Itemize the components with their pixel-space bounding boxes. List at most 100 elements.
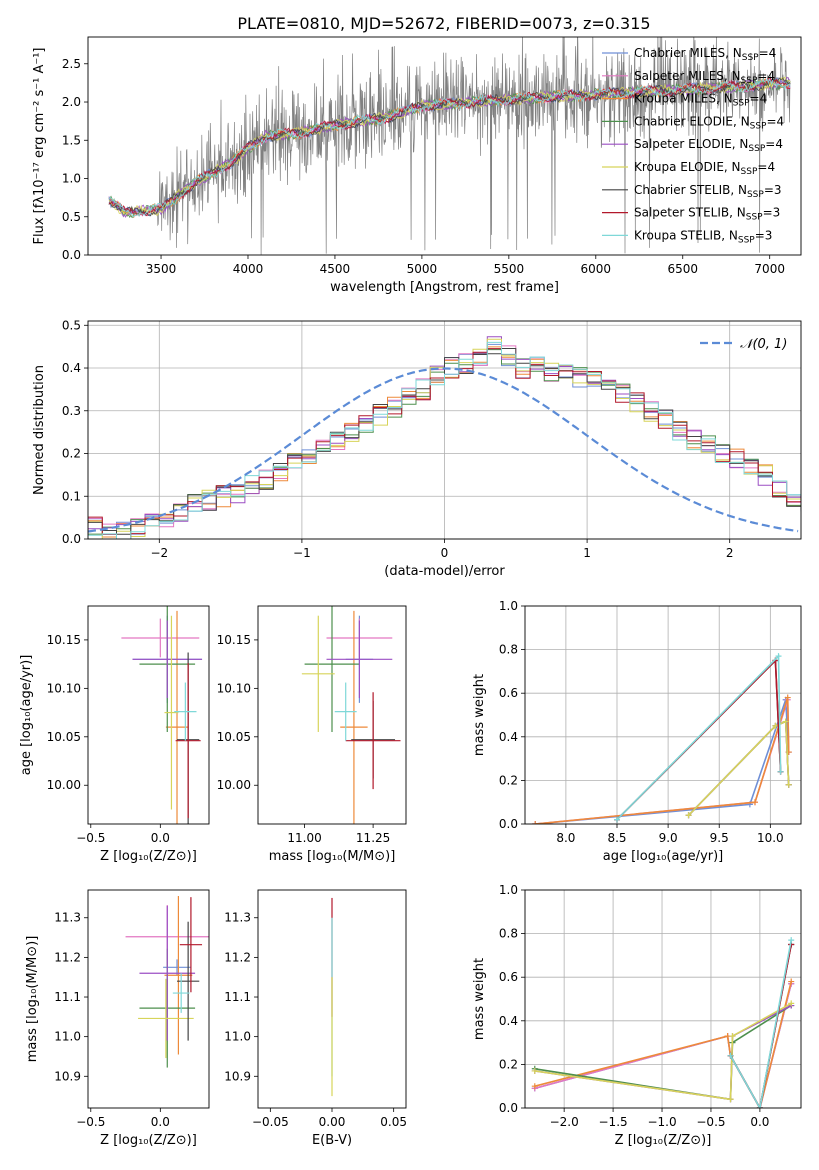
frame-age_vs_Z — [87, 605, 210, 825]
x-axis-label: Z [log₁₀(Z/Z⊙)] — [615, 1133, 712, 1148]
y-axis-label: Normed distribution — [32, 365, 47, 495]
x-tick-label: 8.5 — [607, 831, 626, 845]
x-tick-label: 11.25 — [356, 831, 390, 845]
weight-line-chabrier_stelib — [729, 944, 792, 1108]
y-tick-label: 1.5 — [62, 133, 81, 147]
y-tick-label: 0.0 — [499, 1101, 518, 1115]
y-tick-label: 10.9 — [224, 1069, 251, 1083]
x-tick-label: 6500 — [667, 262, 698, 276]
weight-marker — [788, 937, 795, 944]
x-tick-label: 2 — [726, 546, 734, 560]
x-tick-label: −0.5 — [76, 1115, 105, 1129]
plots-group: 3500 4000 4500 5000 5500 6000 6500 7000 0.0 0.5 1.… — [19, 36, 802, 1148]
x-axis-label: wavelength [Angstrom, rest frame] — [330, 280, 559, 295]
histogram-kroupa_stelib — [88, 341, 801, 539]
x-tick-label: 7000 — [754, 262, 785, 276]
legend-entry: Kroupa ELODIE, NSSP=4 — [634, 160, 775, 177]
y-tick-label: 0.0 — [499, 817, 518, 831]
weight-marker — [785, 781, 792, 788]
weight-marker — [729, 1033, 736, 1040]
x-tick-label: 6000 — [581, 262, 612, 276]
x-tick-label: −0.05 — [252, 1115, 289, 1129]
y-tick-label: 1.0 — [499, 883, 518, 897]
weight-line-chabrier_miles — [535, 699, 790, 824]
y-tick-label: 1.0 — [62, 172, 81, 186]
weight-marker — [614, 816, 620, 823]
weight-lines-weight_vs_age — [532, 653, 792, 824]
x-tick-label: 11.00 — [287, 831, 321, 845]
legend-entry: Kroupa MILES, NSSP=4 — [634, 92, 767, 109]
weight-marker — [532, 821, 539, 824]
y-tick-label: 0.2 — [499, 773, 518, 787]
axes-residuals: −2 −1 0 1 2 0.0 0.1 0.2 0.3 0.4 0.5 (data-model)/er… — [32, 318, 801, 579]
frame-mass_vs_Z — [87, 889, 210, 1109]
axes-weight_vs_Z: −2.0 −1.5 −1.0 −0.5 0.0 0.0 0.2 0.4 0.6 0.8 1.0 Z [… — [472, 883, 801, 1148]
weight-marker — [752, 799, 758, 806]
legend-entry: Chabrier ELODIE, NSSP=4 — [634, 114, 784, 131]
model-spectrum-line-kroupa_stelib — [108, 77, 791, 218]
y-axis-label: Flux [fλ10⁻¹⁷ erg cm⁻² s⁻¹ A⁻¹] — [32, 48, 47, 245]
x-axis-label: Z [log₁₀(Z/Z⊙)] — [100, 1133, 197, 1148]
errorbars-age_vs_mass — [301, 606, 401, 824]
y-tick-label: 2.0 — [62, 95, 81, 109]
y-tick-label: 0.8 — [499, 927, 518, 941]
y-tick-label: 11.1 — [54, 990, 81, 1004]
axes-age_vs_mass: 11.00 11.25 10.00 10.05 10.10 10.15 mass [log₁… — [217, 633, 396, 864]
y-tick-label: 10.15 — [47, 633, 81, 647]
weight-marker — [727, 1052, 734, 1059]
weight-line-kroupa_elodie — [534, 1002, 792, 1101]
x-tick-label: −1.5 — [599, 1115, 628, 1129]
weight-line-salpeter_miles — [535, 699, 790, 824]
y-tick-label: 0.0 — [62, 248, 81, 262]
weight-line-kroupa_stelib — [729, 939, 792, 1108]
y-tick-label: 10.10 — [217, 681, 251, 695]
y-tick-label: 10.00 — [217, 778, 251, 792]
legend-entry: Salpeter ELODIE, NSSP=4 — [634, 137, 783, 154]
weight-marker — [531, 1083, 538, 1090]
y-tick-label: 0.5 — [62, 318, 81, 332]
residuals-legend: 𝒩(0, 1) — [700, 337, 787, 352]
legend-entry: Chabrier STELIB, NSSP=3 — [634, 183, 782, 200]
x-tick-label: 9.0 — [659, 831, 678, 845]
y-tick-label: 11.3 — [54, 911, 81, 925]
figure-title: PLATE=0810, MJD=52672, FIBERID=0073, z=0… — [237, 14, 650, 33]
y-axis-label: mass weight — [472, 958, 487, 1040]
x-tick-label: 0.0 — [151, 1115, 170, 1129]
legend-entry: Chabrier MILES, NSSP=4 — [634, 46, 776, 63]
legend-entry: 𝒩(0, 1) — [740, 337, 787, 352]
x-tick-label: 5000 — [407, 262, 438, 276]
y-axis-label: age [log₁₀(age/yr)] — [19, 655, 34, 776]
x-tick-label: 4000 — [233, 262, 264, 276]
y-tick-label: 0.4 — [62, 361, 81, 375]
frame-age_vs_mass — [257, 605, 407, 825]
weight-marker — [782, 718, 789, 725]
axes-mass_vs_EBV: −0.05 0.00 0.05 10.9 11.0 11.1 11.2 11.3 E(B-V) — [224, 911, 407, 1148]
weight-marker — [772, 722, 779, 729]
weight-marker — [775, 653, 782, 660]
weight-marker — [727, 1096, 734, 1103]
y-tick-label: 10.05 — [47, 730, 81, 744]
y-tick-label: 0.4 — [499, 730, 518, 744]
x-tick-label: 10.0 — [757, 831, 784, 845]
weight-marker — [756, 1105, 763, 1108]
x-axis-label: E(B-V) — [312, 1133, 352, 1148]
y-tick-label: 0.3 — [62, 404, 81, 418]
y-tick-label: 10.10 — [47, 681, 81, 695]
weight-line-kroupa_miles — [535, 697, 790, 824]
y-tick-label: 11.3 — [224, 911, 251, 925]
y-tick-label: 11.0 — [54, 1030, 81, 1044]
x-tick-label: 0.0 — [750, 1115, 769, 1129]
y-axis-label: mass weight — [472, 674, 487, 756]
errorbars-mass_vs_Z — [125, 895, 209, 1068]
x-tick-label: 0.05 — [380, 1115, 407, 1129]
spectrum-legend: Chabrier MILES, NSSP=4 Salpeter MILES, NS… — [602, 46, 784, 245]
axes-mass_vs_Z: −0.5 0.0 10.9 11.0 11.1 11.2 11.3 Z [log₁₀(Z/Z⊙… — [25, 911, 197, 1148]
y-tick-label: 0.5 — [62, 210, 81, 224]
y-tick-label: 10.00 — [47, 778, 81, 792]
weight-marker — [788, 1000, 795, 1007]
legend-entry: Kroupa STELIB, NSSP=3 — [634, 228, 772, 245]
x-axis-label: Z [log₁₀(Z/Z⊙)] — [100, 849, 197, 864]
y-tick-label: 0.6 — [499, 686, 518, 700]
y-tick-label: 0.2 — [499, 1057, 518, 1071]
x-tick-label: −1 — [293, 546, 311, 560]
